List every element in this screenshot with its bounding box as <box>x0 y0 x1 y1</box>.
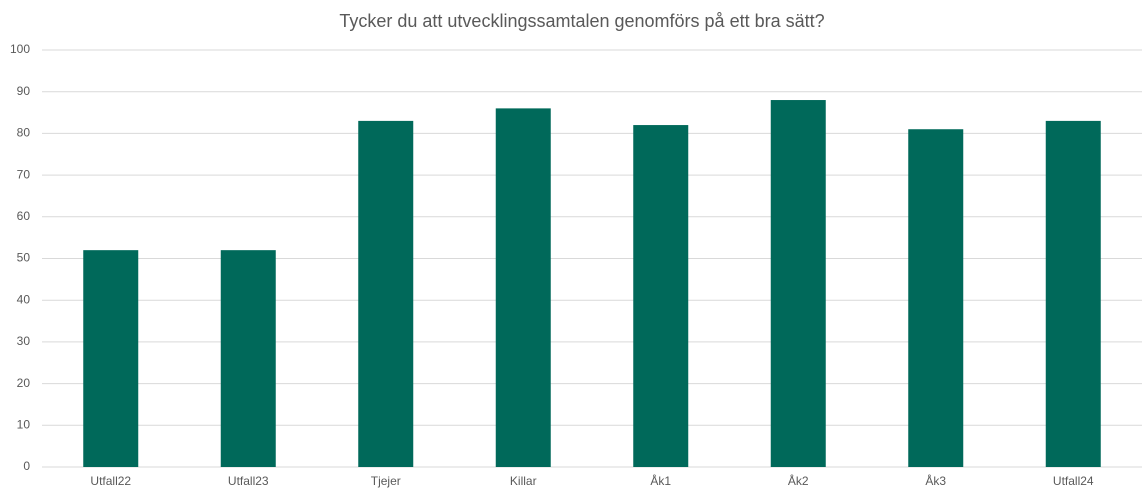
x-tick-label: Tjejer <box>371 474 401 488</box>
y-tick-label: 0 <box>23 459 30 473</box>
bar <box>908 129 964 468</box>
y-tick-label: 90 <box>17 84 31 98</box>
y-tick-label: 100 <box>10 42 30 56</box>
y-tick-label: 30 <box>17 334 31 348</box>
x-tick-label: Utfall22 <box>90 474 131 488</box>
x-tick-label: Åk1 <box>650 473 671 488</box>
y-tick-label: 20 <box>17 376 31 390</box>
y-tick-label: 60 <box>17 209 31 223</box>
y-tick-label: 50 <box>17 251 31 265</box>
bar <box>1045 120 1101 467</box>
x-tick-label: Åk2 <box>788 473 809 488</box>
bar <box>770 100 826 467</box>
bar <box>495 108 551 467</box>
x-tick-label: Utfall23 <box>228 474 269 488</box>
y-tick-label: 10 <box>17 417 31 431</box>
bar <box>220 250 276 467</box>
y-tick-label: 70 <box>17 167 31 181</box>
x-tick-label: Åk3 <box>925 473 946 488</box>
bar <box>83 250 139 467</box>
chart-title: Tycker du att utvecklingssamtalen genomf… <box>339 11 824 31</box>
x-tick-label: Killar <box>510 474 537 488</box>
y-tick-label: 40 <box>17 292 31 306</box>
y-tick-label: 80 <box>17 126 31 140</box>
x-tick-label: Utfall24 <box>1053 474 1094 488</box>
bar <box>358 120 414 467</box>
bar <box>633 125 689 467</box>
